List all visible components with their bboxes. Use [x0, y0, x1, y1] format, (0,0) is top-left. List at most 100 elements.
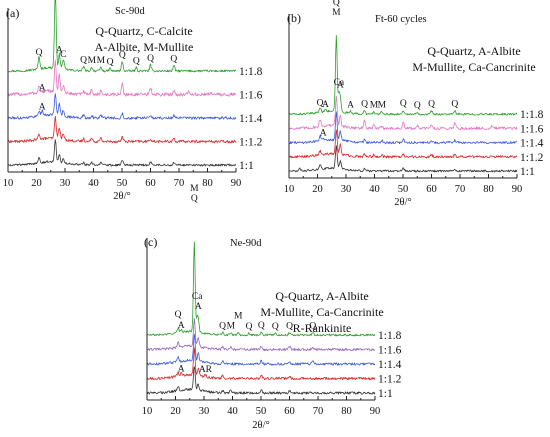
peak-label-a: Q — [147, 54, 154, 64]
peak-label-b: A — [347, 101, 354, 111]
series-label-a-1-1: 1:1 — [239, 160, 254, 172]
xrd-pattern-a-1-1-4 — [7, 93, 237, 120]
peak-label-b: Ca — [334, 78, 345, 88]
x-tick-label-a: 10 — [3, 178, 14, 189]
panel-subtitle-b: Ft-60 cycles — [375, 14, 427, 25]
xrd-pattern-a-1-1 — [7, 139, 237, 167]
traces-b — [288, 34, 518, 173]
series-label-a-1-1-8: 1:1.8 — [239, 66, 263, 78]
x-tick-label-c: 70 — [313, 406, 324, 417]
legend-line-c-3: R-Rankinite — [293, 321, 352, 335]
x-tick-label-a: 80 — [202, 178, 213, 189]
peak-label-b: Q — [400, 99, 407, 109]
peak-label-a: Q — [80, 56, 87, 66]
peak-label-c: Q — [219, 322, 226, 332]
x-tick-label-b: 90 — [512, 184, 523, 195]
peak-label-c: Q — [191, 194, 198, 204]
x-tick-label-b: 40 — [369, 184, 380, 195]
peak-label-c: M — [234, 312, 243, 322]
peak-label-c: A — [178, 321, 185, 331]
peak-label-b: M — [370, 101, 379, 111]
ticks-a: 10 20 30 40 50 60 70 80 90 — [3, 168, 242, 189]
series-label-a-1-1-6: 1:1.6 — [239, 90, 263, 102]
legend-line-a-1: Q-Quartz, C-Calcite — [95, 24, 192, 38]
traces-a — [7, 0, 237, 167]
peak-label-b: Q — [428, 100, 435, 110]
x-tick-label-a: 90 — [231, 178, 242, 189]
peak-label-c: AR — [199, 365, 213, 375]
peak-label-b: A — [322, 100, 329, 110]
peak-label-a: A — [56, 46, 63, 56]
peak-label-b: A — [337, 81, 344, 91]
series-label-b-1-1-6: 1:1.6 — [520, 123, 544, 135]
xrd-pattern-b-1-1-8 — [288, 34, 518, 116]
xrd-pattern-a-1-1-8 — [7, 0, 237, 73]
peak-label-a: M — [88, 56, 97, 66]
x-tick-label-c: 20 — [170, 406, 181, 417]
legend-line-c-2: M-Mullite, Ca-Cancrinite — [260, 305, 383, 319]
peak-label-c: Q — [286, 322, 293, 332]
peak-label-b: A — [320, 129, 327, 139]
x-axis-label-b: 2θ/° — [394, 197, 411, 208]
peak-label-c: Q — [309, 322, 316, 332]
peak-label-c: M — [190, 184, 199, 194]
peak-label-a: Q — [36, 48, 43, 58]
series-label-a-1-1-2: 1:1.2 — [239, 137, 263, 149]
series-labels-b: 1:1.8 1:1.6 1:1.4 1:1.2 1:1 — [520, 109, 544, 178]
xrd-pattern-b-1-1 — [288, 145, 518, 173]
peak-label-b: M — [378, 101, 387, 111]
series-label-b-1-1-2: 1:1.2 — [520, 152, 544, 164]
annotations-a: MQQAACQMMQQQQQA — [36, 46, 178, 113]
x-tick-label-c: 60 — [284, 406, 295, 417]
x-tick-label-a: 70 — [174, 178, 185, 189]
panel-b: (b) Ft-60 cycles Q-Quartz, A-Albite M-Mu… — [284, 0, 544, 208]
x-tick-label-a: 30 — [60, 178, 71, 189]
x-tick-label-b: 70 — [455, 184, 466, 195]
peak-label-c: A — [195, 302, 202, 312]
x-axis-label-c: 2θ/° — [252, 420, 269, 431]
peak-label-b: Q — [361, 100, 368, 110]
peak-label-b: Q — [333, 0, 340, 8]
xrd-pattern-a-1-1-2 — [7, 115, 237, 144]
series-label-c-1-1-2: 1:1.2 — [378, 374, 402, 386]
peak-label-a: A — [39, 84, 46, 94]
x-tick-label-c: 80 — [341, 406, 352, 417]
x-tick-label-a: 40 — [88, 178, 99, 189]
panel-label-c: (c) — [144, 235, 157, 249]
x-tick-label-c: 50 — [256, 406, 267, 417]
x-tick-label-c: 90 — [370, 406, 381, 417]
x-tick-label-c: 40 — [227, 406, 238, 417]
peak-label-a: Q — [119, 51, 126, 61]
xrd-pattern-b-1-1-2 — [288, 129, 518, 159]
peak-label-c: Q — [246, 322, 253, 332]
series-label-c-1-1: 1:1 — [378, 388, 393, 400]
x-tick-label-b: 20 — [312, 184, 323, 195]
peak-label-a: Q — [133, 57, 140, 67]
legend-line-b-1: Q-Quartz, A-Albite — [427, 44, 520, 58]
peak-label-b: Q — [317, 99, 324, 109]
legend-line-a-2: A-Albite, M-Mullite — [95, 40, 194, 54]
series-label-b-1-1: 1:1 — [520, 166, 535, 178]
peak-label-a: A — [39, 103, 46, 113]
series-label-b-1-1-8: 1:1.8 — [520, 109, 544, 121]
xrd-pattern-c-1-1-8 — [146, 241, 376, 337]
panel-label-a: (a) — [6, 6, 19, 20]
peak-label-b: M — [332, 8, 341, 18]
xrd-pattern-c-1-1-6 — [146, 317, 376, 352]
x-tick-label-c: 30 — [199, 406, 210, 417]
panel-label-b: (b) — [287, 11, 301, 25]
xrd-pattern-b-1-1-6 — [288, 95, 518, 131]
xrd-pattern-c-1-1-4 — [146, 333, 376, 366]
peak-label-c: Q — [272, 322, 279, 332]
panel-a: (a) Sc-90d Q-Quartz, C-Calcite A-Albite,… — [3, 0, 263, 202]
x-tick-label-c: 10 — [142, 406, 153, 417]
peak-label-a: C — [60, 50, 66, 60]
peak-label-c: Q — [258, 321, 265, 331]
series-label-b-1-1-4: 1:1.4 — [520, 138, 544, 150]
legend-line-c-1: Q-Quartz, A-Albite — [275, 289, 368, 303]
peak-label-a: Q — [170, 55, 177, 65]
series-label-c-1-1-6: 1:1.6 — [378, 345, 402, 357]
